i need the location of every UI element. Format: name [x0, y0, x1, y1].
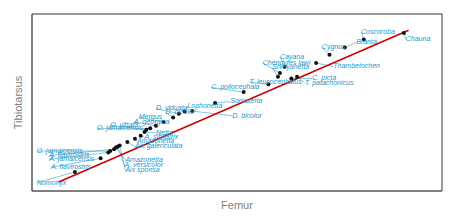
svg-text:Nomonyx: Nomonyx: [37, 179, 67, 187]
svg-text:T. leucocephalus: T. leucocephalus: [249, 78, 302, 86]
svg-text:Aix sponsa: Aix sponsa: [124, 166, 159, 174]
svg-text:O. jamaicensis: O. jamaicensis: [97, 124, 143, 132]
svg-text:C. poliocephala: C. poliocephala: [211, 83, 260, 91]
svg-text:A. flavirostris: A. flavirostris: [50, 163, 92, 170]
svg-text:Chendytes lawi: Chendytes lawi: [263, 59, 311, 67]
svg-text:Aix galericulata: Aix galericulata: [135, 142, 183, 150]
svg-text:Mergus: Mergus: [139, 113, 163, 121]
svg-text:Branta: Branta: [356, 38, 377, 45]
svg-text:Shiriyanetta: Shiriyanetta: [272, 63, 310, 71]
svg-text:Lophonetta: Lophonetta: [187, 102, 222, 110]
svg-text:A. jamaicensis: A. jamaicensis: [49, 155, 95, 163]
svg-text:D. bicolor: D. bicolor: [232, 112, 262, 119]
svg-text:T. patachonicus: T. patachonicus: [305, 79, 354, 87]
svg-text:D. viduata: D. viduata: [156, 104, 188, 111]
svg-text:A. versicolor: A. versicolor: [124, 161, 163, 169]
svg-text:Amazonetta: Amazonetta: [136, 136, 175, 144]
svg-text:Netta: Netta: [156, 129, 173, 136]
svg-text:Amazonetta: Amazonetta: [125, 156, 163, 163]
svg-text:Thambetochen: Thambetochen: [333, 62, 380, 69]
svg-text:Chauna: Chauna: [406, 35, 431, 42]
svg-text:A. flavirostris: A. flavirostris: [48, 151, 90, 158]
svg-text:Tibiotarsus: Tibiotarsus: [12, 75, 24, 129]
svg-text:Cygnus: Cygnus: [322, 43, 346, 51]
svg-text:Femur: Femur: [221, 199, 253, 211]
svg-text:A. georgica: A. georgica: [134, 117, 170, 125]
svg-text:Somateria: Somateria: [230, 97, 262, 104]
svg-text:Coscoroba: Coscoroba: [361, 28, 395, 35]
svg-text:D. bicolor: D. bicolor: [165, 108, 196, 116]
svg-text:Cayaoa: Cayaoa: [280, 53, 304, 61]
svg-text:A. sibilatrix: A. sibilatrix: [144, 133, 179, 141]
